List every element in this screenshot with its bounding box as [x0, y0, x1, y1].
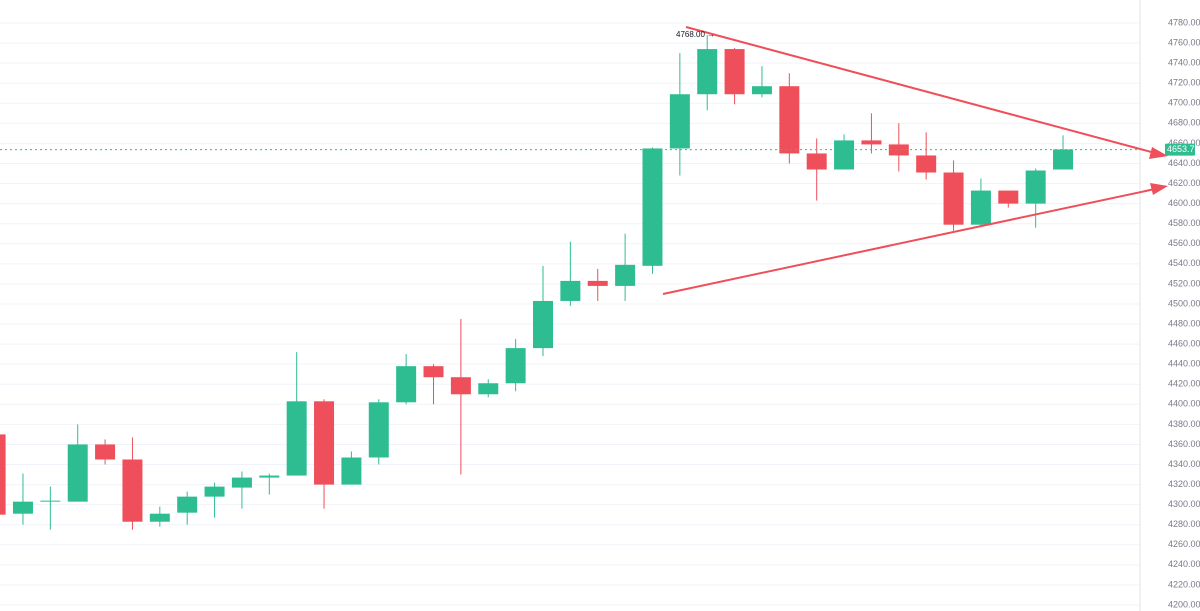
- candle-body: [1025, 170, 1046, 204]
- arrow-head: [1150, 183, 1168, 195]
- y-tick-label: 4300.00: [1168, 499, 1200, 509]
- candle-body: [642, 148, 663, 266]
- y-tick-label: 4440.00: [1168, 359, 1200, 369]
- candle-body: [149, 513, 170, 522]
- y-tick-label: 4740.00: [1168, 58, 1200, 68]
- candle-body: [423, 366, 444, 378]
- y-tick-label: 4680.00: [1168, 118, 1200, 128]
- y-tick-label: 4640.00: [1168, 158, 1200, 168]
- y-tick-label: 4320.00: [1168, 479, 1200, 489]
- candle-body: [505, 348, 526, 384]
- candle-body: [697, 49, 718, 95]
- candle-body: [259, 475, 280, 478]
- high-annotation: 4768.00 →: [676, 30, 715, 39]
- y-tick-label: 4280.00: [1168, 519, 1200, 529]
- candle-body: [943, 172, 964, 225]
- candle-body: [560, 280, 581, 301]
- last-price-label: 4653.79: [1167, 144, 1200, 154]
- y-tick-label: 4380.00: [1168, 419, 1200, 429]
- y-tick-label: 4240.00: [1168, 559, 1200, 569]
- candle-body: [861, 140, 882, 145]
- y-tick-label: 4760.00: [1168, 37, 1200, 47]
- candle-body: [0, 434, 6, 515]
- y-tick-label: 4480.00: [1168, 318, 1200, 328]
- arrow-head: [1149, 147, 1168, 159]
- candle-body: [916, 155, 937, 173]
- grid: [0, 22, 1140, 606]
- y-tick-label: 4360.00: [1168, 439, 1200, 449]
- last-price-box: [1165, 143, 1195, 156]
- candle-body: [806, 153, 827, 170]
- candle-body: [204, 486, 225, 497]
- candle-body: [587, 280, 608, 286]
- candle-body: [314, 401, 335, 485]
- lower-trend-line: [662, 188, 1156, 295]
- y-tick-label: 4260.00: [1168, 539, 1200, 549]
- y-tick-label: 4700.00: [1168, 98, 1200, 108]
- candle-body: [834, 140, 855, 170]
- candle-body: [779, 86, 800, 154]
- y-tick-label: 4220.00: [1168, 579, 1200, 589]
- y-tick-label: 4520.00: [1168, 278, 1200, 288]
- upper-trend-line: [685, 26, 1156, 154]
- candles: [0, 35, 1074, 530]
- trend-lines: [662, 26, 1168, 295]
- candle-body: [341, 457, 362, 485]
- candle-body: [533, 300, 553, 349]
- candle-body: [396, 366, 417, 403]
- candle-body: [478, 383, 499, 395]
- candle-body: [67, 444, 88, 502]
- candle-body: [12, 501, 33, 514]
- candle-body: [95, 444, 116, 460]
- candle-body: [724, 49, 745, 95]
- candle-body: [888, 144, 909, 156]
- candle-body: [751, 86, 772, 95]
- y-tick-label: 4500.00: [1168, 298, 1200, 308]
- y-tick-label: 4720.00: [1168, 78, 1200, 88]
- y-tick-label: 4660.00: [1168, 138, 1200, 148]
- candle-body: [615, 264, 636, 286]
- candle-body: [669, 94, 690, 149]
- y-tick-label: 4400.00: [1168, 399, 1200, 409]
- y-tick-label: 4620.00: [1168, 178, 1200, 188]
- candle-body: [231, 477, 252, 488]
- y-tick-label: 4340.00: [1168, 459, 1200, 469]
- y-tick-label: 4560.00: [1168, 238, 1200, 248]
- y-tick-label: 4540.00: [1168, 258, 1200, 268]
- y-tick-label: 4460.00: [1168, 338, 1200, 348]
- y-tick-label: 4420.00: [1168, 379, 1200, 389]
- candle-body: [450, 377, 471, 395]
- candle-body: [40, 500, 61, 502]
- candle-body: [368, 402, 389, 458]
- candle-body: [122, 459, 143, 522]
- y-tick-label: 4580.00: [1168, 218, 1200, 228]
- candle-body: [1053, 149, 1074, 170]
- candle-body: [998, 190, 1019, 204]
- candle-body: [177, 496, 198, 513]
- y-tick-label: 4780.00: [1168, 17, 1200, 27]
- y-tick-label: 4200.00: [1168, 599, 1200, 609]
- candle-body: [970, 190, 991, 225]
- candle-body: [286, 401, 307, 476]
- y-tick-label: 4600.00: [1168, 198, 1200, 208]
